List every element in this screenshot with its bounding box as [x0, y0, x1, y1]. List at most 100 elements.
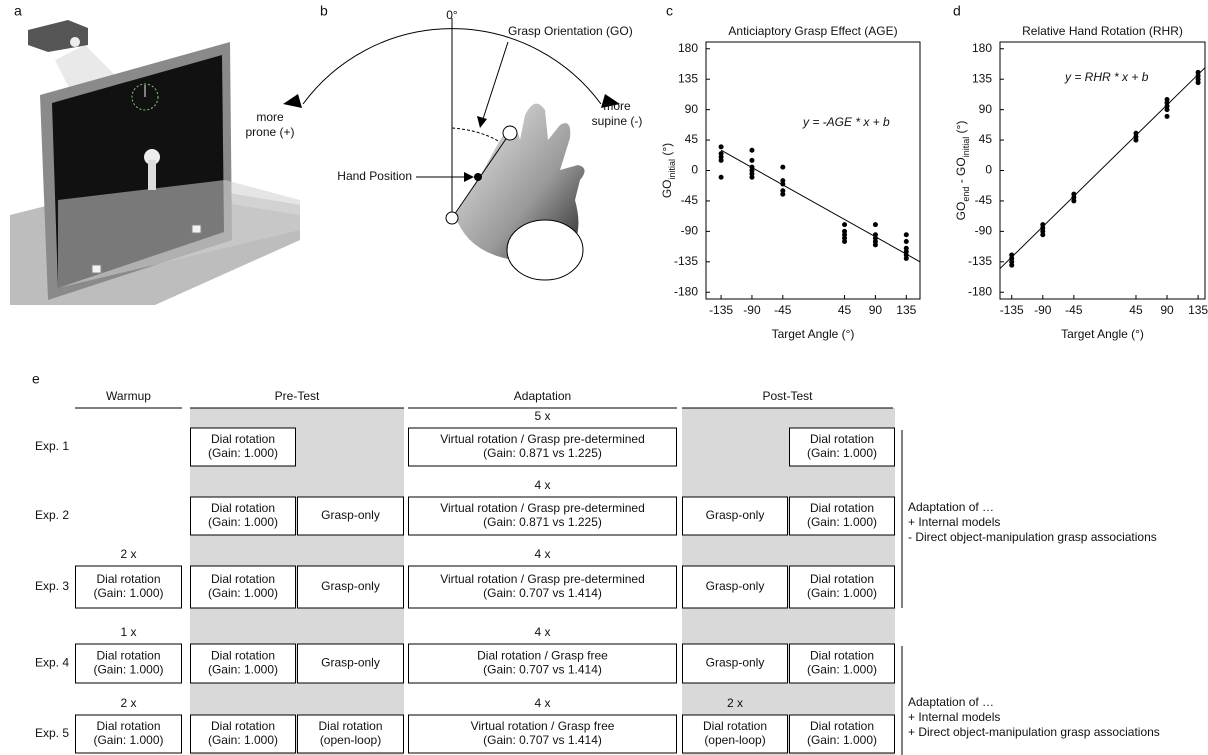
y-label-part: (°) — [954, 121, 968, 137]
box-text: (Gain: 1.000) — [807, 733, 877, 747]
protocol-box — [408, 427, 677, 467]
row-label: Exp. 1 — [35, 439, 69, 453]
note: + Internal models — [908, 515, 1000, 529]
data-point — [903, 255, 909, 261]
x-tick-label: 135 — [896, 303, 916, 317]
repetitions: 4 x — [534, 625, 550, 639]
box-text: Dial rotation — [96, 572, 160, 586]
y-tick-label: -45 — [975, 193, 993, 207]
fit-line — [999, 67, 1206, 269]
box-text: Dial rotation — [810, 719, 874, 733]
x-axis-label: Target Angle (°) — [1061, 327, 1144, 341]
row-label: Exp. 5 — [35, 726, 69, 740]
protocol-box — [789, 714, 895, 754]
protocol-box — [190, 565, 296, 609]
y-tick-label: -135 — [674, 254, 698, 268]
box-text: Grasp-only — [321, 656, 380, 670]
data-point — [903, 232, 909, 238]
chart-title: Anticiaptory Grasp Effect (AGE) — [728, 24, 897, 38]
protocol-box — [682, 565, 788, 609]
protocol-box — [297, 714, 404, 754]
box-text: (open-loop) — [704, 733, 765, 747]
y-tick-label: -45 — [681, 193, 699, 207]
row-label: Exp. 4 — [35, 656, 69, 670]
protocol-box — [190, 496, 296, 536]
data-point — [718, 157, 724, 163]
panel-label: e — [32, 371, 40, 387]
equation: y = -AGE * x + b — [802, 115, 890, 129]
x-tick-label: -135 — [1000, 303, 1024, 317]
y-tick-label: 90 — [685, 102, 699, 116]
column-header: Post-Test — [762, 389, 813, 403]
box-text: (Gain: 0.707 vs 1.414) — [483, 586, 602, 600]
protocol-box — [682, 496, 788, 536]
prone-label: more — [256, 110, 284, 124]
repetitions: 4 x — [534, 696, 550, 710]
box-text: Dial rotation — [810, 649, 874, 663]
note: + Internal models — [908, 710, 1000, 724]
data-point — [780, 181, 786, 187]
data-point — [1164, 113, 1170, 119]
note: Adaptation of … — [908, 695, 994, 709]
box-text: Grasp-only — [321, 579, 380, 593]
data-point — [1040, 232, 1046, 238]
y-tick-label: 0 — [691, 163, 698, 177]
data-point — [749, 157, 755, 163]
y-tick-label: -180 — [674, 284, 698, 298]
protocol-box — [789, 496, 895, 536]
y-tick-label: 135 — [678, 71, 698, 85]
box-text: (Gain: 1.000) — [208, 586, 278, 600]
box-text: (Gain: 1.000) — [807, 446, 877, 460]
box-text: Dial rotation — [810, 501, 874, 515]
y-axis-label: GOend - GOinitial (°) — [954, 121, 971, 221]
data-point — [1071, 198, 1077, 204]
y-label-part: end — [961, 187, 971, 202]
protocol-box — [682, 643, 788, 684]
protocol-box — [408, 643, 677, 684]
y-axis-label: GOinitial (°) — [660, 143, 677, 198]
y-tick-label: 180 — [678, 41, 698, 55]
x-tick-label: -90 — [743, 303, 761, 317]
column-header: Adaptation — [514, 389, 571, 403]
y-label-part: (°) — [660, 143, 674, 159]
y-tick-label: 90 — [979, 102, 993, 116]
supine-label: more — [603, 99, 631, 113]
x-tick-label: -90 — [1034, 303, 1052, 317]
note: - Direct object-manipulation grasp assoc… — [908, 530, 1157, 544]
y-tick-label: -90 — [681, 224, 699, 238]
setup-illustration — [10, 20, 300, 305]
box-text: (Gain: 0.707 vs 1.414) — [483, 733, 602, 747]
x-tick-label: 45 — [838, 303, 852, 317]
prone-label: prone (+) — [245, 125, 294, 139]
y-tick-label: -180 — [968, 284, 992, 298]
box-text: Dial rotation — [810, 432, 874, 446]
x-tick-label: 90 — [869, 303, 883, 317]
column-header: Pre-Test — [275, 389, 320, 403]
box-text: (Gain: 1.000) — [807, 586, 877, 600]
y-label-part: - GO — [954, 157, 968, 186]
repetitions: 1 x — [120, 625, 136, 639]
box-text: (Gain: 1.000) — [208, 663, 278, 677]
box-text: Dial rotation — [211, 501, 275, 515]
protocol-box — [408, 714, 677, 754]
data-point — [903, 239, 909, 245]
data-point — [1195, 69, 1201, 75]
x-tick-label: 135 — [1188, 303, 1208, 317]
protocol-box — [789, 565, 895, 609]
data-point — [842, 222, 848, 228]
protocol-box — [190, 714, 296, 754]
protocol-box — [190, 643, 296, 684]
box-text: Grasp-only — [706, 656, 765, 670]
hand-label: Hand Position — [337, 169, 412, 183]
data-point — [1164, 96, 1170, 102]
y-tick-label: 0 — [985, 163, 992, 177]
supine-label: supine (-) — [592, 114, 643, 128]
repetitions: 2 x — [120, 696, 136, 710]
box-text: Dial rotation — [211, 432, 275, 446]
box-text: Dial rotation — [810, 572, 874, 586]
protocol-box — [408, 565, 677, 609]
protocol-box — [297, 496, 404, 536]
box-text: Dial rotation — [211, 719, 275, 733]
protocol-box — [75, 643, 182, 684]
box-text: Virtual rotation / Grasp pre-determined — [440, 432, 645, 446]
